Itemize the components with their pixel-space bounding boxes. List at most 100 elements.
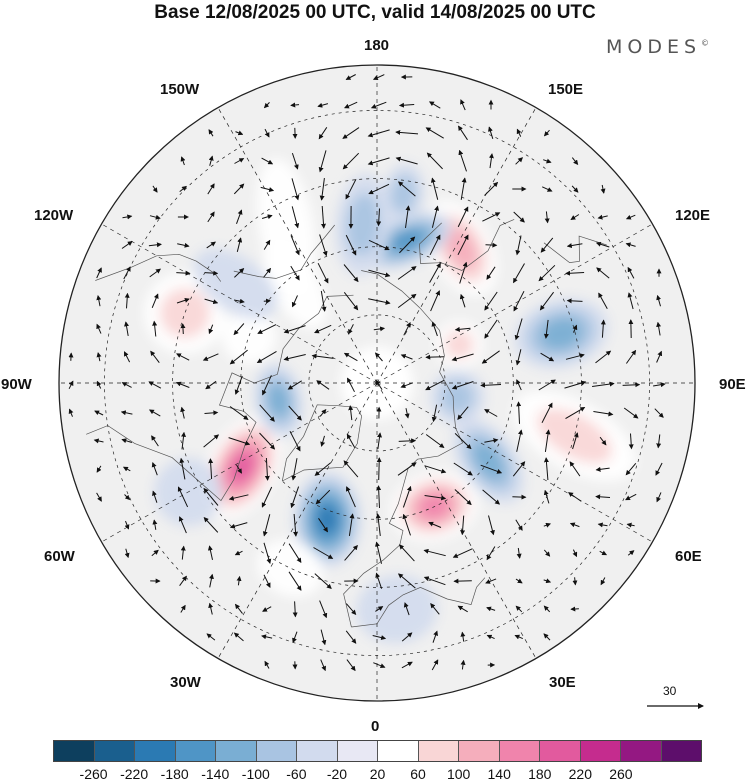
wind-vector-289 [178,516,187,534]
wind-vector-76 [121,241,133,249]
wind-vector-302 [543,522,551,528]
wind-vector-58 [149,214,161,220]
wind-vector-257 [424,465,447,474]
wind-vector-155 [600,319,606,338]
wind-vector-205 [148,409,161,417]
wind-vector-300 [488,515,495,536]
wind-vector-329 [263,574,271,588]
wind-vector-193 [425,379,445,391]
wind-vector-276 [376,485,382,509]
colorbar-tick-0: -260 [79,766,108,782]
wind-vector-55 [571,185,579,193]
wind-vector-211 [319,408,327,417]
anomaly-cell-8-layer-2 [267,383,290,417]
wind-vector-46 [319,178,325,201]
wind-vector-339 [543,578,552,584]
lon-label-0: 0 [371,718,380,735]
wind-vector-293 [293,513,299,537]
wind-vector-3 [263,102,270,109]
wind-vector-83 [319,234,328,257]
wind-vector-265 [655,462,663,476]
wind-vector-268 [152,490,158,503]
lon-label-150w: 150W [160,81,200,98]
wind-vector-166 [283,354,306,361]
wind-vector-255 [376,457,382,481]
anomaly-cell-11-layer-1 [346,193,380,256]
wind-vector-363 [372,635,387,640]
colorbar-tick-10: 140 [487,766,511,782]
wind-vector-336 [453,578,472,584]
wind-vector-170 [400,354,413,360]
wind-vector-244 [656,434,662,449]
wind-vector-12 [208,129,214,137]
wind-vector-56 [600,184,606,194]
wind-vector-122 [263,298,272,304]
wind-vector-171 [425,354,444,360]
colorbar-tick-3: -140 [201,766,230,782]
wind-vector-220 [565,406,586,420]
wind-vector-271 [228,494,249,501]
wind-vector-109 [486,266,496,280]
colorbar-tick-7: 20 [369,766,386,782]
wind-vector-173 [481,350,500,364]
wind-vector-138 [124,321,129,336]
wind-vector-93 [595,241,610,248]
wind-vector-40 [152,185,158,193]
wind-vector-254 [343,460,359,478]
wind-vector-227 [181,431,186,450]
wind-vector-18 [367,129,390,138]
wind-vector-73 [570,214,580,220]
wind-vector-206 [180,406,186,419]
wind-vector-50 [430,177,439,200]
wind-vector-242 [599,436,607,446]
wind-vector-153 [543,319,549,339]
wind-vector-150 [454,326,471,332]
wind-vector-229 [228,437,251,446]
wind-vector-66 [376,208,382,227]
colorbar-cell-15 [660,741,701,761]
wind-vector-316 [399,544,415,562]
wind-vector-78 [177,242,190,248]
wind-vector-221 [593,411,614,417]
colorbar-tick-8: 60 [410,766,426,782]
wind-vector-64 [321,205,326,229]
wind-vector-126 [368,298,391,305]
wind-vector-186 [234,375,243,395]
wind-vector-341 [600,577,606,586]
wind-vector-154 [572,324,578,333]
wind-vector-226 [151,435,159,447]
wind-vector-165 [256,350,277,364]
lon-label-60e: 60E [675,548,702,565]
wind-vector-358 [233,632,244,642]
wind-vector-263 [595,466,610,472]
wind-vector-243 [628,433,634,450]
wind-vector-308 [180,545,186,560]
wind-vector-167 [311,353,334,359]
wind-vector-184 [175,381,190,388]
wind-vector-179 [656,350,663,363]
wind-vector-287 [124,520,130,530]
wind-vector-38 [543,158,552,164]
wind-vector-178 [625,349,637,364]
wind-vector-90 [515,235,522,256]
wind-vector-319 [486,546,496,561]
brand-name: MODES [606,36,702,58]
wind-vector-372 [320,659,326,672]
colorbar-cell-8 [377,741,418,761]
wind-vector-30 [318,150,327,173]
wind-vector-248 [179,457,186,480]
wind-vector-210 [288,405,302,421]
wind-vector-131 [513,290,525,312]
wind-vector-266 [96,492,102,502]
wind-vector-52 [484,181,499,196]
wind-vector-350 [403,602,410,616]
wind-vector-375 [401,661,413,669]
wind-vector-292 [262,514,271,537]
wind-vector-219 [541,402,553,424]
meridian-120 [376,223,653,384]
wind-vector-207 [204,410,219,416]
lon-label-30w: 30W [170,674,201,691]
wind-vector-47 [345,178,357,200]
wind-vector-121 [233,298,245,304]
wind-vector-362 [345,630,357,644]
